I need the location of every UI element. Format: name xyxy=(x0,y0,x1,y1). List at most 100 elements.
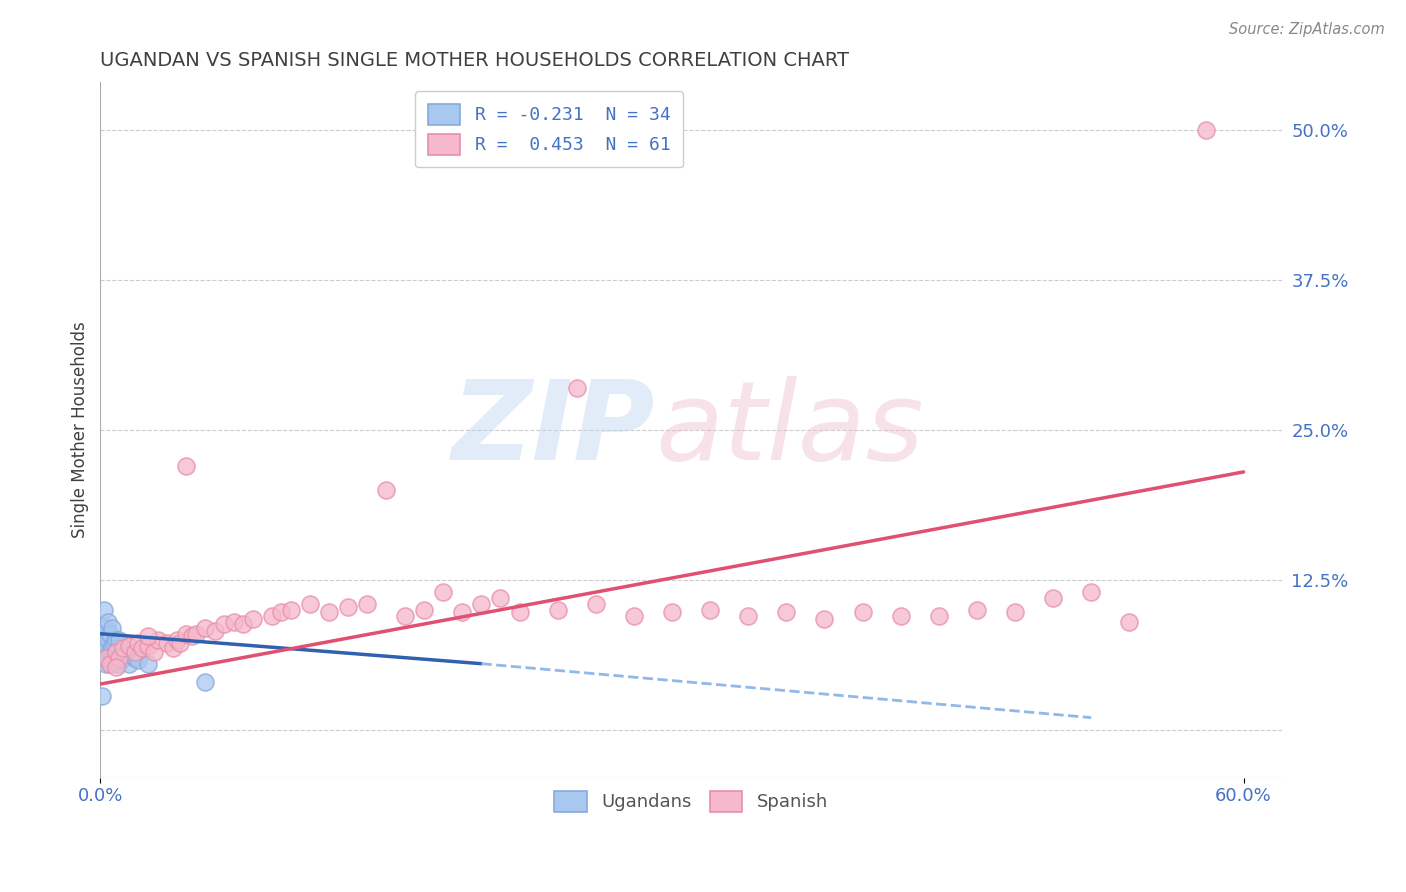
Point xyxy=(775,605,797,619)
Point xyxy=(180,629,202,643)
Point xyxy=(93,626,115,640)
Point xyxy=(91,650,114,665)
Point xyxy=(260,608,283,623)
Point xyxy=(98,626,121,640)
Point xyxy=(1118,615,1140,629)
Point xyxy=(337,600,360,615)
Point xyxy=(98,657,121,671)
Point xyxy=(124,645,146,659)
Point xyxy=(94,639,117,653)
Point xyxy=(162,641,184,656)
Point xyxy=(104,645,127,659)
Point xyxy=(98,657,121,671)
Point xyxy=(112,641,135,656)
Point xyxy=(142,645,165,659)
Text: ZIP: ZIP xyxy=(453,376,655,483)
Point xyxy=(242,612,264,626)
Point xyxy=(107,657,129,671)
Point xyxy=(174,458,197,473)
Point xyxy=(136,629,159,643)
Point xyxy=(1042,591,1064,605)
Point xyxy=(103,653,125,667)
Point xyxy=(101,639,124,653)
Text: atlas: atlas xyxy=(655,376,924,483)
Point xyxy=(489,591,512,605)
Point xyxy=(94,657,117,671)
Point xyxy=(270,605,292,619)
Point xyxy=(136,657,159,671)
Point xyxy=(413,603,436,617)
Point xyxy=(156,636,179,650)
Point xyxy=(737,608,759,623)
Point xyxy=(94,621,117,635)
Point xyxy=(104,660,127,674)
Point xyxy=(547,603,569,617)
Point xyxy=(470,597,492,611)
Point xyxy=(194,674,217,689)
Point xyxy=(212,617,235,632)
Point xyxy=(232,617,254,632)
Point xyxy=(890,608,912,623)
Point xyxy=(146,632,169,647)
Point xyxy=(928,608,950,623)
Text: Source: ZipAtlas.com: Source: ZipAtlas.com xyxy=(1229,22,1385,37)
Point xyxy=(107,641,129,656)
Point xyxy=(101,621,124,635)
Point xyxy=(184,626,207,640)
Point xyxy=(97,615,120,629)
Point xyxy=(93,645,115,659)
Point xyxy=(222,615,245,629)
Point xyxy=(112,650,135,665)
Point xyxy=(124,650,146,665)
Point xyxy=(174,626,197,640)
Point xyxy=(127,636,149,650)
Point xyxy=(94,650,117,665)
Text: UGANDAN VS SPANISH SINGLE MOTHER HOUSEHOLDS CORRELATION CHART: UGANDAN VS SPANISH SINGLE MOTHER HOUSEHO… xyxy=(100,51,849,70)
Point xyxy=(91,689,114,703)
Point xyxy=(1004,605,1026,619)
Point xyxy=(108,632,131,647)
Y-axis label: Single Mother Households: Single Mother Households xyxy=(72,322,89,539)
Point xyxy=(298,597,321,611)
Point xyxy=(1080,584,1102,599)
Point xyxy=(108,650,131,665)
Point xyxy=(966,603,988,617)
Point xyxy=(127,653,149,667)
Point xyxy=(851,605,873,619)
Point xyxy=(108,650,131,665)
Point xyxy=(813,612,835,626)
Point xyxy=(204,624,226,639)
Point xyxy=(104,632,127,647)
Point xyxy=(280,603,302,617)
Point xyxy=(169,636,191,650)
Point xyxy=(451,605,474,619)
Point xyxy=(91,632,114,647)
Point xyxy=(118,639,141,653)
Point xyxy=(131,641,153,656)
Point xyxy=(194,621,217,635)
Point xyxy=(509,605,531,619)
Point xyxy=(166,632,188,647)
Point xyxy=(1194,123,1216,137)
Point xyxy=(394,608,416,623)
Point xyxy=(93,603,115,617)
Point xyxy=(104,650,127,665)
Point xyxy=(661,605,683,619)
Legend: Ugandans, Spanish: Ugandans, Spanish xyxy=(541,778,841,824)
Point xyxy=(699,603,721,617)
Point xyxy=(97,650,120,665)
Point xyxy=(623,608,645,623)
Point xyxy=(585,597,607,611)
Point xyxy=(136,639,159,653)
Point xyxy=(118,657,141,671)
Point xyxy=(114,648,136,663)
Point xyxy=(565,381,588,395)
Point xyxy=(110,653,132,667)
Point xyxy=(98,645,121,659)
Point xyxy=(101,650,124,665)
Point xyxy=(432,584,454,599)
Point xyxy=(103,636,125,650)
Point xyxy=(356,597,378,611)
Point xyxy=(97,632,120,647)
Point xyxy=(318,605,340,619)
